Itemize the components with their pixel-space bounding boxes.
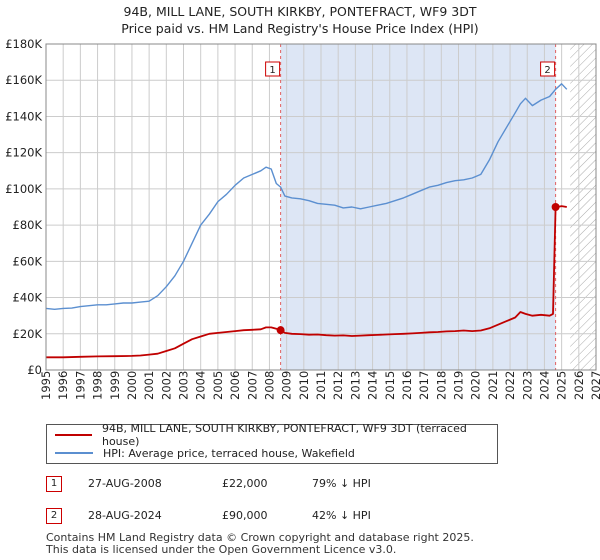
sale-2-price: £90,000 xyxy=(222,509,268,522)
hpi-line-swatch xyxy=(55,452,93,454)
x-tick-label: 2009 xyxy=(280,371,294,400)
x-tick-label: 1997 xyxy=(73,371,87,400)
sale-2-point xyxy=(551,203,560,211)
x-tick-label: 2023 xyxy=(520,371,534,400)
legend-hpi-label: HPI: Average price, terraced house, Wake… xyxy=(103,446,355,460)
x-tick-label: 2012 xyxy=(331,371,345,400)
x-tick-label: 2003 xyxy=(177,371,191,400)
x-tick-label: 1995 xyxy=(39,371,53,400)
x-tick-label: 2007 xyxy=(245,371,259,400)
sale-2-hpi-diff: 42% ↓ HPI xyxy=(312,509,371,522)
x-tick-label: 2024 xyxy=(537,371,551,400)
sale-2-badge: 2 xyxy=(46,508,62,524)
x-tick-label: 2000 xyxy=(125,371,139,400)
x-tick-label: 2018 xyxy=(434,371,448,400)
x-tick-label: 2014 xyxy=(366,371,380,400)
y-tick-label: £20K xyxy=(13,327,43,341)
sale-1-hpi-diff: 79% ↓ HPI xyxy=(312,477,371,490)
x-tick-label: 2016 xyxy=(400,371,414,400)
footer-copyright: Contains HM Land Registry data © Crown c… xyxy=(46,531,474,544)
x-tick-label: 1998 xyxy=(91,371,105,400)
footer-licence: This data is licensed under the Open Gov… xyxy=(46,543,397,556)
y-tick-label: £160K xyxy=(5,73,42,87)
x-tick-label: 2002 xyxy=(159,371,173,400)
x-tick-label: 2010 xyxy=(297,371,311,400)
plot-frame xyxy=(45,43,597,371)
y-tick-label: £60K xyxy=(13,254,43,268)
chart-legend: 94B, MILL LANE, SOUTH KIRKBY, PONTEFRACT… xyxy=(46,422,498,464)
x-tick-label: 2006 xyxy=(228,371,242,400)
sale-1-date: 27-AUG-2008 xyxy=(88,477,162,490)
sale-1-badge: 1 xyxy=(46,476,62,492)
x-tick-label: 2015 xyxy=(383,371,397,400)
sale-2-date: 28-AUG-2024 xyxy=(88,509,162,522)
y-tick-label: £140K xyxy=(5,109,42,123)
sale-1-point xyxy=(276,326,285,335)
legend-item-hpi: HPI: Average price, terraced house, Wake… xyxy=(55,445,355,461)
sale-2-marker-box xyxy=(540,61,556,77)
ownership-period-shade xyxy=(280,44,556,370)
legend-item-property: 94B, MILL LANE, SOUTH KIRKBY, PONTEFRACT… xyxy=(55,422,497,448)
x-tick-label: 2001 xyxy=(142,371,156,400)
x-tick-label: 2025 xyxy=(555,371,569,400)
y-tick-label: £180K xyxy=(5,37,42,51)
x-tick-label: 2004 xyxy=(194,371,208,400)
x-tick-label: 2017 xyxy=(417,371,431,400)
x-tick-label: 2021 xyxy=(486,371,500,400)
x-tick-label: 2022 xyxy=(503,371,517,400)
forecast-hatch xyxy=(570,44,596,370)
x-tick-label: 2005 xyxy=(211,371,225,400)
property-line-swatch xyxy=(55,434,92,436)
x-tick-label: 2020 xyxy=(469,371,483,400)
x-tick-label: 2011 xyxy=(314,371,328,400)
hpi-line xyxy=(45,83,568,310)
sale-1-marker-label: 1 xyxy=(269,65,275,76)
chart-title-line2: Price paid vs. HM Land Registry's House … xyxy=(121,21,479,36)
price-chart: £0 £20K £40K £60K £80K £100K £120K £140K £160K £1… xyxy=(5,37,600,400)
sale-2-marker-label: 2 xyxy=(544,65,550,76)
y-tick-label: £80K xyxy=(13,218,43,232)
y-tick-label: £120K xyxy=(5,146,42,160)
chart-title-line1: 94B, MILL LANE, SOUTH KIRKBY, PONTEFRACT… xyxy=(123,4,477,19)
x-tick-label: 2027 xyxy=(589,371,600,400)
x-tick-label: 1996 xyxy=(56,371,70,400)
y-tick-label: £40K xyxy=(13,291,43,305)
y-tick-label: £100K xyxy=(5,182,42,196)
x-tick-label: 1999 xyxy=(108,371,122,400)
x-tick-label: 2008 xyxy=(262,371,276,400)
x-tick-label: 2019 xyxy=(452,371,466,400)
sale-1-price: £22,000 xyxy=(222,477,268,490)
x-tick-label: 2026 xyxy=(572,371,586,400)
y-tick-label: £0 xyxy=(27,363,42,377)
x-tick-label: 2013 xyxy=(348,371,362,400)
legend-property-label: 94B, MILL LANE, SOUTH KIRKBY, PONTEFRACT… xyxy=(101,422,467,448)
property-price-line xyxy=(46,205,567,359)
sale-1-marker-box xyxy=(265,61,281,77)
